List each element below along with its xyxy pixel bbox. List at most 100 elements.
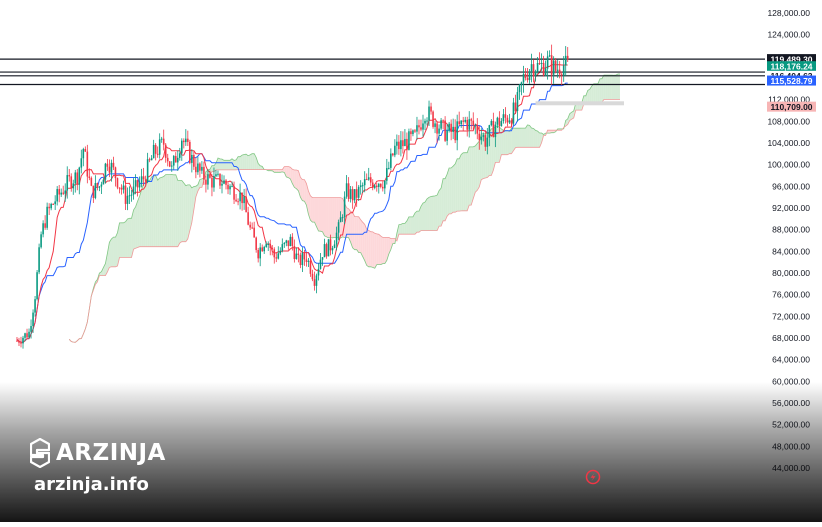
cloud-segment bbox=[429, 196, 431, 230]
candle-body bbox=[40, 234, 42, 247]
candle-body bbox=[358, 187, 360, 198]
cloud-segment bbox=[244, 154, 246, 169]
candle-body bbox=[314, 279, 316, 286]
candle-body bbox=[42, 223, 44, 234]
cloud-segment bbox=[174, 175, 176, 247]
cloud-segment bbox=[614, 75, 616, 99]
y-tick-label: 100,000.00 bbox=[767, 160, 810, 170]
candle-body bbox=[18, 341, 20, 343]
candle-body bbox=[213, 176, 215, 187]
candle-body bbox=[253, 228, 255, 238]
cloud-segment bbox=[320, 198, 322, 232]
cloud-segment bbox=[423, 202, 425, 230]
candle-body bbox=[229, 186, 231, 189]
cloud-segment bbox=[172, 174, 174, 246]
cloud-segment bbox=[475, 144, 477, 193]
candle-body bbox=[466, 120, 468, 130]
cloud-segment bbox=[276, 170, 278, 173]
candle-body bbox=[495, 125, 497, 137]
candle-body bbox=[74, 172, 76, 183]
candle-body bbox=[318, 269, 320, 276]
candle-body bbox=[422, 123, 424, 129]
candle-body bbox=[464, 120, 466, 122]
cloud-segment bbox=[246, 154, 248, 169]
candle-body bbox=[368, 177, 370, 179]
candle-body bbox=[64, 191, 66, 194]
candle-body bbox=[131, 195, 133, 196]
cloud-segment bbox=[140, 190, 142, 247]
candle-body bbox=[557, 70, 559, 71]
candle-body bbox=[537, 63, 539, 71]
candle-body bbox=[78, 168, 80, 185]
candle-body bbox=[454, 127, 456, 140]
candle-body bbox=[513, 103, 515, 124]
candle-body bbox=[519, 85, 521, 92]
candle-body bbox=[177, 158, 179, 163]
candle-body bbox=[127, 196, 129, 204]
candle-body bbox=[388, 168, 390, 169]
candle-body bbox=[97, 183, 99, 188]
candle-body bbox=[328, 239, 330, 256]
cloud-segment bbox=[222, 159, 224, 170]
cloud-segment bbox=[443, 179, 445, 221]
candle-body bbox=[279, 251, 281, 254]
candle-body bbox=[223, 180, 225, 183]
candle-body bbox=[444, 120, 446, 140]
candle-body bbox=[567, 56, 569, 59]
candle-body bbox=[442, 120, 444, 121]
candle-body bbox=[489, 125, 491, 138]
candle-body bbox=[380, 184, 382, 187]
candle-body bbox=[294, 246, 296, 259]
cloud-segment bbox=[325, 198, 327, 237]
y-tick-label: 68,000.00 bbox=[772, 333, 810, 343]
candle-body bbox=[76, 172, 78, 184]
cloud-segment bbox=[453, 164, 455, 212]
cloud-segment bbox=[359, 217, 361, 253]
candle-body bbox=[217, 174, 219, 175]
candle-body bbox=[247, 212, 249, 225]
candle-body bbox=[261, 247, 263, 251]
cloud-segment bbox=[323, 198, 325, 236]
candle-body bbox=[105, 164, 107, 180]
candle-body bbox=[34, 299, 36, 312]
cloud-segment bbox=[355, 217, 357, 250]
cloud-segment bbox=[329, 198, 331, 238]
candle-body bbox=[428, 107, 430, 121]
candle-body bbox=[149, 159, 151, 160]
candle-body bbox=[157, 154, 159, 155]
candle-body bbox=[81, 158, 83, 167]
cloud-segment bbox=[411, 217, 413, 234]
candle-body bbox=[402, 140, 404, 146]
candle-body bbox=[392, 154, 394, 156]
cloud-segment bbox=[184, 183, 186, 242]
cloud-segment bbox=[437, 191, 439, 231]
candle-body bbox=[434, 123, 436, 126]
candle-body bbox=[22, 338, 24, 344]
candle-body bbox=[324, 244, 326, 257]
candle-body bbox=[161, 139, 163, 140]
candle-body bbox=[372, 183, 374, 188]
cloud-segment bbox=[530, 125, 532, 147]
candle-body bbox=[509, 120, 511, 122]
cloud-segment bbox=[399, 224, 401, 234]
cloud-segment bbox=[521, 128, 523, 147]
candle-body bbox=[414, 130, 416, 131]
candle-body bbox=[139, 183, 141, 188]
candle-body bbox=[159, 139, 161, 154]
cloud-segment bbox=[312, 198, 314, 222]
cloud-segment bbox=[524, 128, 526, 147]
cloud-segment bbox=[252, 154, 254, 170]
cloud-segment bbox=[220, 159, 222, 170]
cloud-segment bbox=[128, 218, 130, 257]
cloud-segment bbox=[180, 180, 182, 243]
candle-body bbox=[346, 183, 348, 196]
candle-body bbox=[306, 259, 308, 261]
candle-body bbox=[221, 184, 223, 186]
candle-body bbox=[539, 63, 541, 64]
cloud-segment bbox=[606, 75, 608, 99]
cloud-segment bbox=[604, 75, 606, 99]
candle-body bbox=[521, 82, 523, 85]
candle-body bbox=[89, 177, 91, 178]
cloud-segment bbox=[296, 170, 298, 191]
cloud-segment bbox=[168, 175, 170, 247]
